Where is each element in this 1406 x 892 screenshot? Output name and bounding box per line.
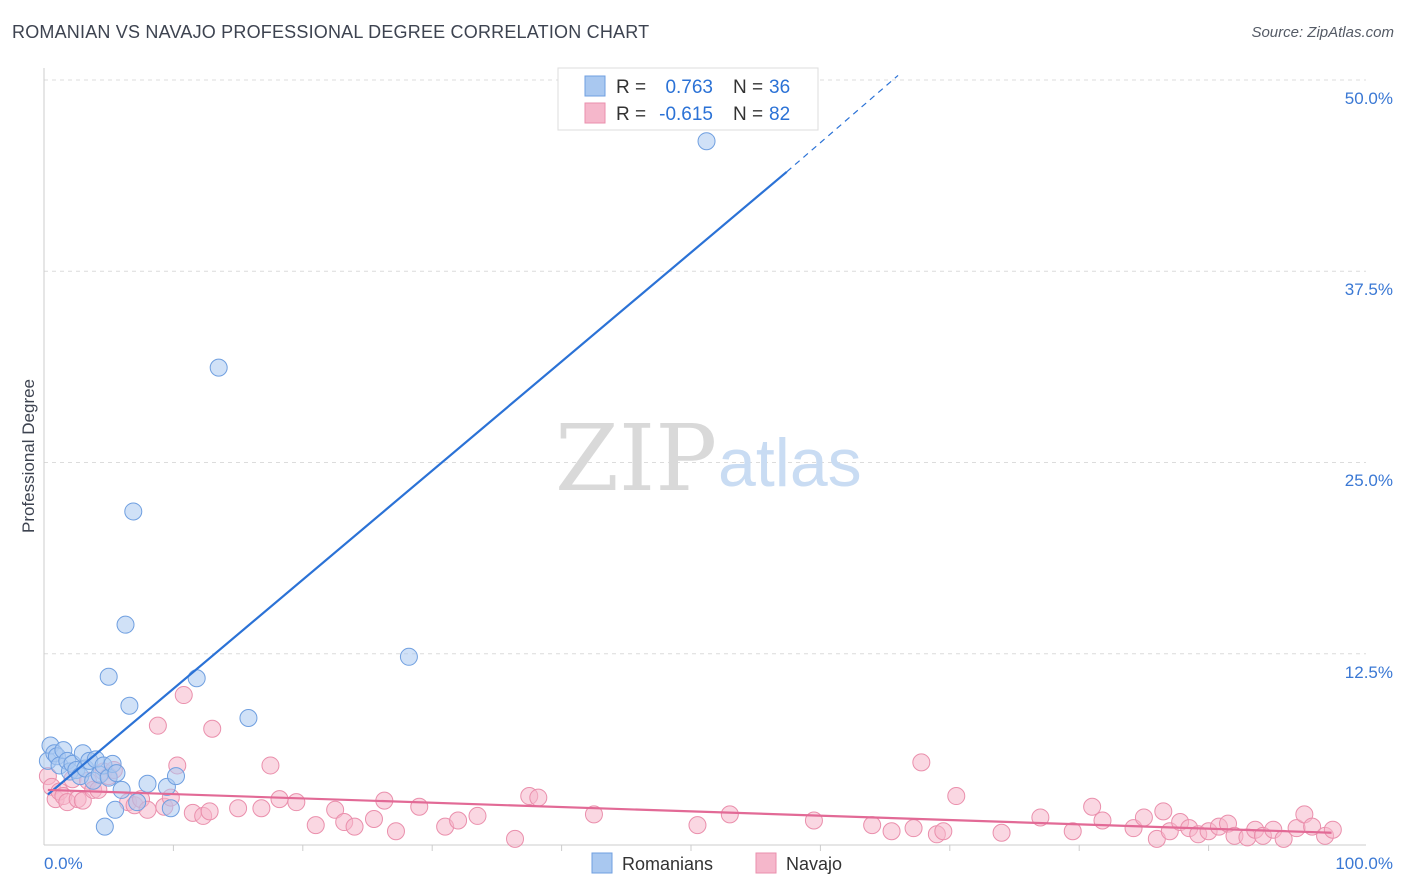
navajo-point — [688, 816, 707, 835]
navajo-point — [252, 799, 271, 818]
romanians-point — [106, 800, 125, 819]
navajo-point — [947, 787, 966, 806]
navajo-point — [1031, 808, 1050, 827]
y-axis-label: Professional Degree — [19, 379, 38, 533]
navajo-point — [306, 816, 325, 835]
navajo-point — [992, 823, 1011, 842]
navajo-point — [506, 829, 525, 848]
navajo-point — [386, 822, 405, 841]
navajo-point — [449, 811, 468, 830]
romanians-point — [95, 817, 114, 836]
navajo-point — [882, 822, 901, 841]
navajo-point — [934, 822, 953, 841]
bottom-legend-label-navajo: Navajo — [786, 854, 842, 874]
romanians-point — [120, 696, 139, 715]
navajo-point — [410, 797, 429, 816]
navajo-point — [200, 802, 219, 821]
navajo-point — [1063, 822, 1082, 841]
navajo-point — [326, 800, 345, 819]
legend-n-value-navajo: 82 — [769, 104, 790, 125]
romanians-point — [116, 615, 135, 634]
legend-n-label-navajo: N = — [733, 104, 763, 125]
axes-layer — [43, 68, 1366, 851]
legend-swatch-romanians — [584, 75, 606, 97]
bottom-legend-swatch-romanians — [591, 852, 613, 874]
navajo-point — [529, 788, 548, 807]
navajo-point — [584, 805, 603, 824]
legend-r-label-romanians: R = — [616, 77, 646, 98]
romanians-point — [124, 502, 143, 521]
watermark-atlas: atlas — [718, 425, 862, 501]
navajo-point — [287, 793, 306, 812]
romanians-point — [697, 132, 716, 151]
romanians-point — [209, 358, 228, 377]
navajo-point — [720, 805, 739, 824]
source-credit: Source: ZipAtlas.com — [1251, 24, 1394, 41]
romanians-point — [128, 793, 147, 812]
romanians-trend-extension — [786, 74, 899, 173]
bottom-legend-label-romanians: Romanians — [622, 854, 713, 874]
chart-title: ROMANIAN VS NAVAJO PROFESSIONAL DEGREE C… — [12, 22, 650, 42]
bottom-legend-swatch-navajo — [755, 852, 777, 874]
romanians-point — [107, 764, 126, 783]
legend-r-value-navajo: -0.615 — [659, 104, 713, 125]
x-tick-label-max: 100.0% — [1335, 854, 1393, 873]
y-tick-label-37-5: 37.5% — [1345, 280, 1393, 299]
series-legend: Romanians Navajo — [591, 852, 842, 874]
navajo-point — [863, 816, 882, 835]
navajo-point — [203, 719, 222, 738]
navajo-point — [1154, 802, 1173, 821]
trend-lines — [47, 74, 1332, 834]
y-tick-label-12-5: 12.5% — [1345, 663, 1393, 682]
navajo-points — [38, 686, 1342, 848]
y-tick-label-50: 50.0% — [1345, 89, 1393, 108]
navajo-point — [148, 716, 167, 735]
navajo-point — [468, 806, 487, 825]
navajo-point — [174, 686, 193, 705]
romanians-point — [161, 799, 180, 818]
navajo-point — [904, 819, 923, 838]
romanians-points — [38, 132, 716, 836]
romanians-trend-line — [47, 170, 788, 796]
y-tick-label-25: 25.0% — [1345, 471, 1393, 490]
romanians-point — [239, 709, 258, 728]
legend-r-label-navajo: R = — [616, 104, 646, 125]
legend-n-label-romanians: N = — [733, 77, 763, 98]
navajo-point — [1134, 808, 1153, 827]
romanians-point — [138, 774, 157, 793]
navajo-point — [345, 817, 364, 836]
romanians-point — [187, 669, 206, 688]
legend-swatch-navajo — [584, 102, 606, 124]
romanians-point — [399, 647, 418, 666]
navajo-point — [912, 753, 931, 772]
romanians-point — [99, 667, 118, 686]
watermark-zip: ZIP — [555, 405, 717, 512]
navajo-point — [1323, 820, 1342, 839]
x-tick-label-min: 0.0% — [44, 854, 83, 873]
romanians-point — [166, 767, 185, 786]
grid-layer — [44, 79, 1366, 655]
legend-n-value-romanians: 36 — [769, 77, 790, 98]
navajo-point — [270, 790, 289, 809]
navajo-trend-line — [47, 788, 1332, 834]
navajo-point — [364, 809, 383, 828]
romanians-point — [112, 780, 131, 799]
navajo-point — [261, 756, 280, 775]
correlation-legend: R = 0.763 N = 36 R = -0.615 N = 82 — [557, 67, 819, 131]
navajo-point — [229, 799, 248, 818]
legend-r-value-romanians: 0.763 — [665, 77, 713, 98]
navajo-point — [1093, 811, 1112, 830]
navajo-point — [1083, 797, 1102, 816]
